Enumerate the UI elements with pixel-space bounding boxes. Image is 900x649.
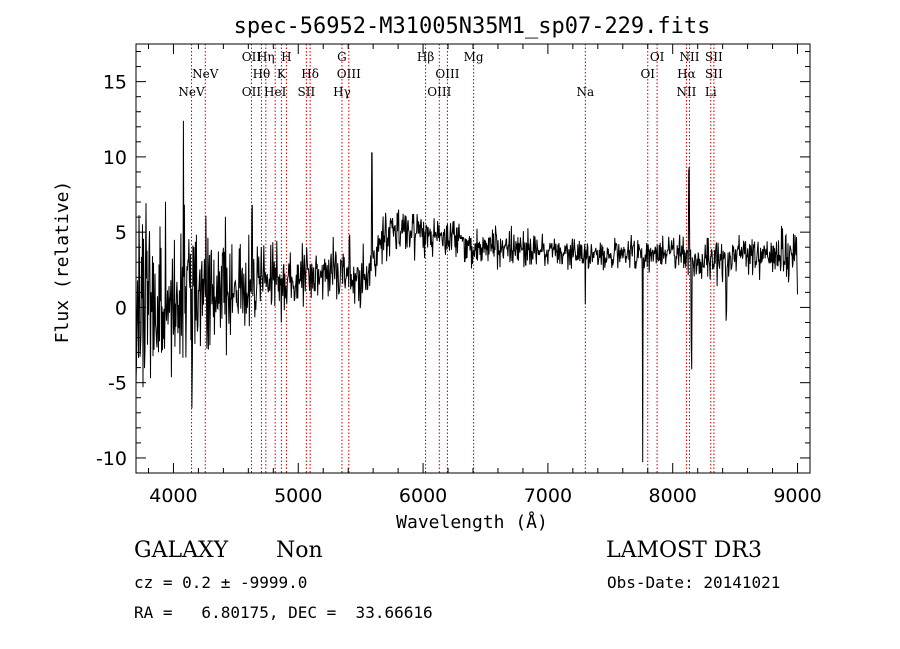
line-label: Hβ — [417, 50, 434, 64]
line-label: SII — [298, 85, 316, 99]
line-label: Hα — [677, 67, 696, 81]
line-label: Li — [705, 85, 717, 99]
line-label: NeV — [178, 85, 205, 99]
line-label: OIII — [435, 67, 459, 81]
line-label: OII — [242, 85, 262, 99]
spectrum-line — [135, 120, 798, 463]
line-label: Na — [577, 85, 595, 99]
line-label: Hη — [257, 50, 275, 64]
line-label: G — [337, 50, 347, 64]
obs-date: Obs-Date: 20141021 — [607, 573, 781, 592]
line-label: SII — [705, 67, 723, 81]
line-label: OIII — [427, 85, 451, 99]
y-tick-label: -5 — [108, 373, 127, 395]
x-tick-label: 7000 — [524, 485, 572, 507]
x-tick-label: 9000 — [773, 485, 821, 507]
object-class: GALAXY — [134, 538, 229, 563]
y-tick-label: -10 — [96, 448, 127, 470]
x-axis-ticks: 4000 5000 6000 7000 8000 9000 — [147, 44, 822, 507]
x-tick-label: 4000 — [149, 485, 197, 507]
line-label: OI — [650, 50, 665, 64]
line-label: HeI — [264, 85, 287, 99]
line-label: OII — [242, 50, 262, 64]
line-label: SII — [705, 50, 723, 64]
line-label: NII — [676, 85, 696, 99]
line-label: Hγ — [333, 85, 351, 99]
y-tick-label: 0 — [115, 297, 127, 319]
emission-line-markers — [191, 44, 715, 473]
line-label: Hδ — [301, 67, 319, 81]
line-label: OI — [640, 67, 655, 81]
object-subclass: Non — [276, 538, 323, 563]
coordinates: RA = 6.80175, DEC = 33.66616 — [134, 603, 433, 622]
survey-name: LAMOST DR3 — [606, 538, 762, 563]
y-tick-label: 5 — [115, 222, 127, 244]
line-label: Mg — [464, 50, 484, 64]
x-axis-label: Wavelength (Å) — [396, 511, 548, 533]
y-tick-label: 15 — [103, 72, 127, 94]
line-label: NII — [680, 50, 700, 64]
x-tick-label: 6000 — [399, 485, 447, 507]
line-label: NeV — [192, 67, 219, 81]
line-label: K — [277, 67, 287, 81]
x-tick-label: 8000 — [649, 485, 697, 507]
y-tick-label: 10 — [103, 147, 127, 169]
y-axis-ticks: -10 -5 0 5 10 15 — [96, 51, 810, 470]
line-label: OIII — [337, 67, 361, 81]
x-tick-label: 5000 — [274, 485, 322, 507]
line-label: H — [281, 50, 291, 64]
chart-title: spec-56952-M31005N35M1_sp07-229.fits — [234, 14, 711, 39]
line-label: Hθ — [253, 67, 271, 81]
y-axis-label: Flux (relative) — [52, 181, 73, 344]
redshift-info: cz = 0.2 ± -9999.0 — [134, 573, 308, 592]
